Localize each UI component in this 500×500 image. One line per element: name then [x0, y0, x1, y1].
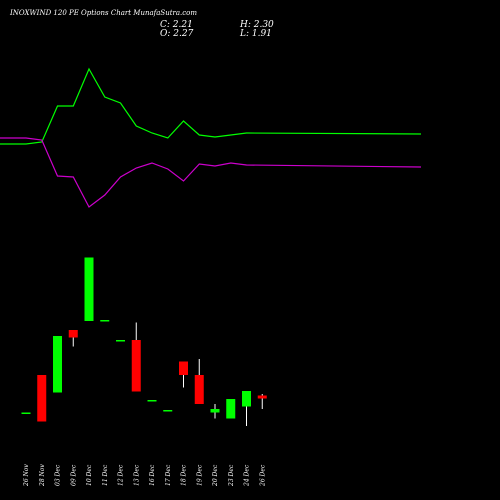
indicator-lines [0, 67, 422, 208]
date-label: 26 Nov [23, 464, 30, 487]
low-value: L: 1.91 [240, 29, 272, 39]
date-label: 28 Nov [39, 464, 46, 487]
date-label: 12 Dec [118, 464, 125, 486]
candle-body [163, 410, 173, 412]
date-label: 19 Dec [196, 464, 203, 486]
candle-body [147, 400, 157, 402]
date-label: 17 Dec [165, 464, 172, 486]
candle-2 [53, 336, 62, 393]
candle-body [194, 375, 204, 404]
date-label: 11 Dec [102, 464, 109, 486]
lower-indicator-line [0, 137, 422, 208]
candle-14 [242, 391, 251, 426]
chart-title: INOXWIND 120 PE Options Chart MunafaSutr… [10, 9, 198, 17]
candle-body [226, 399, 236, 419]
open-value: O: 2.27 [160, 29, 194, 39]
date-label: 18 Dec [181, 464, 188, 486]
candlesticks [21, 257, 267, 426]
candle-body [179, 361, 188, 375]
date-label: 20 Dec [212, 464, 219, 487]
date-label: 09 Dec [70, 464, 77, 486]
date-label: 03 Dec [55, 464, 62, 486]
candle-7 [131, 322, 141, 392]
candle-15 [257, 394, 267, 409]
date-labels: 26 Nov 28 Nov 03 Dec 09 Dec 10 Dec 11 Dec 12 D… [23, 464, 266, 487]
close-value: C: 2.21 [160, 20, 193, 30]
candle-3 [68, 330, 78, 347]
candle-body [257, 395, 267, 399]
candle-12 [210, 404, 220, 419]
candle-10 [179, 361, 188, 388]
candle-body [37, 375, 47, 422]
date-label: 16 Dec [149, 464, 156, 486]
candle-11 [194, 359, 204, 404]
candle-13 [226, 399, 236, 419]
candle-body [210, 409, 220, 413]
candle-body [116, 340, 125, 342]
date-label: 26 Dec [259, 464, 266, 487]
candle-body [100, 320, 110, 322]
candle-5 [100, 320, 110, 322]
date-label: 10 Dec [86, 464, 93, 486]
date-label: 24 Dec [244, 464, 251, 487]
candle-body [21, 412, 31, 414]
candle-0 [21, 412, 31, 414]
candle-body [53, 336, 62, 393]
date-label: 23 Dec [228, 464, 235, 487]
candle-6 [116, 340, 125, 342]
candle-body [84, 257, 94, 321]
high-value: H: 2.30 [240, 20, 274, 30]
candle-9 [163, 410, 173, 412]
candle-8 [147, 400, 157, 402]
upper-indicator-line [0, 67, 422, 145]
candle-body [131, 340, 141, 392]
candle-body [242, 391, 251, 407]
candle-1 [37, 375, 47, 422]
date-label: 13 Dec [133, 464, 140, 486]
candle-4 [84, 257, 94, 321]
candle-body [68, 330, 78, 338]
